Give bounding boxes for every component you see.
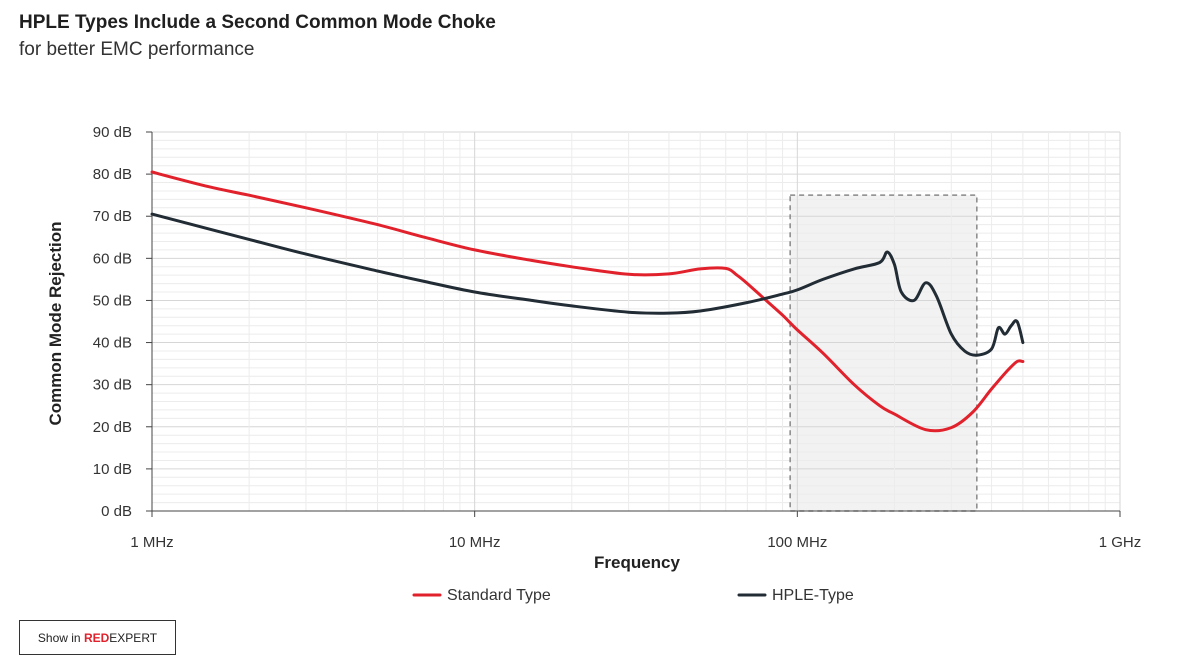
show-in-redexpert-button[interactable]: Show in RED EXPERT — [19, 620, 176, 655]
button-prefix: Show in — [37, 630, 81, 645]
y-tick-label: 90 dB — [93, 124, 132, 141]
series-line-hple-type — [150, 212, 1025, 357]
legend-label: Standard Type — [447, 587, 551, 604]
x-tick-label: 1 MHz — [130, 534, 173, 551]
y-tick-label: 80 dB — [93, 166, 132, 183]
x-tick-label: 10 MHz — [449, 534, 501, 551]
legend-label: HPLE-Type — [772, 587, 854, 604]
x-tick-label: 100 MHz — [767, 534, 827, 551]
chart-subtitle: for better EMC performance — [19, 39, 255, 60]
y-tick-label: 40 dB — [93, 335, 132, 352]
y-tick-label: 10 dB — [93, 461, 132, 478]
x-tick-label: 1 GHz — [1099, 534, 1142, 551]
y-tick-label: 50 dB — [93, 292, 132, 309]
button-brand-red: RED — [83, 630, 110, 645]
chart-title: HPLE Types Include a Second Common Mode … — [19, 12, 496, 33]
series-line-standard-type — [150, 170, 1025, 433]
y-tick-label: 20 dB — [93, 419, 132, 436]
button-brand-rest: EXPERT — [109, 630, 158, 645]
x-axis-title: Frequency — [594, 553, 681, 572]
highlight-region — [790, 195, 977, 511]
y-tick-label: 60 dB — [93, 250, 132, 267]
y-axis-title: Common Mode Rejection — [46, 221, 65, 425]
y-tick-label: 0 dB — [101, 503, 132, 520]
y-tick-label: 30 dB — [93, 377, 132, 394]
y-tick-label: 70 dB — [93, 208, 132, 225]
